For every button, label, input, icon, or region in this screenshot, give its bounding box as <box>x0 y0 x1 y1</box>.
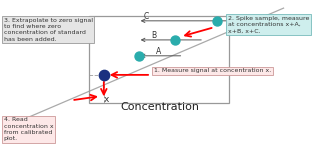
Text: Concentration: Concentration <box>120 102 199 112</box>
Text: 2. Spike sample, measure
at concentrations x+A,
x+B, x+C.: 2. Spike sample, measure at concentratio… <box>228 16 309 33</box>
Text: B: B <box>151 31 157 40</box>
Text: 3. Extrapolate to zero signal
to find where zero
concentration of standard
has b: 3. Extrapolate to zero signal to find wh… <box>4 18 93 42</box>
Text: C: C <box>144 12 149 21</box>
Point <box>101 74 107 76</box>
Point <box>172 39 177 41</box>
Text: 4. Read
concentration x
from calibrated
plot.: 4. Read concentration x from calibrated … <box>4 117 53 142</box>
Text: A: A <box>156 47 161 56</box>
Text: 1. Measure signal at concentration x.: 1. Measure signal at concentration x. <box>154 68 271 73</box>
Text: x: x <box>104 95 110 104</box>
Point <box>215 20 220 22</box>
Point <box>137 55 142 57</box>
